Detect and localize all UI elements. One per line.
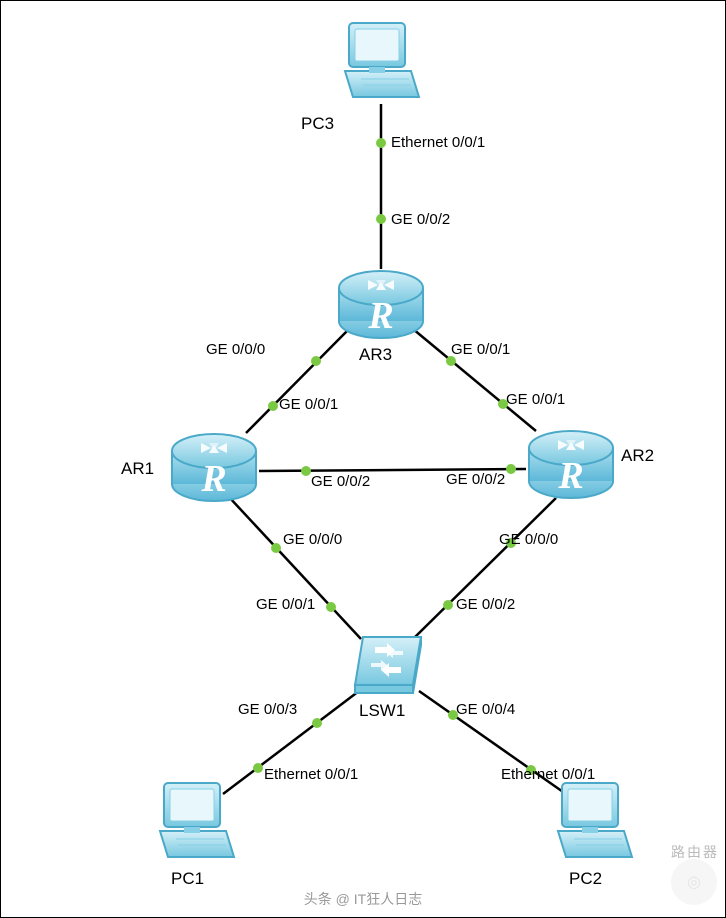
link-ar2-lsw1 <box>413 498 556 639</box>
router-ar1 <box>169 429 259 504</box>
port-label: GE 0/0/1 <box>451 341 510 358</box>
watermark-logo: ◎ <box>671 859 717 905</box>
port-dot <box>506 464 516 474</box>
port-label: GE 0/0/1 <box>506 391 565 408</box>
label-lsw1: LSW1 <box>359 701 405 721</box>
port-label: GE 0/0/2 <box>311 473 370 490</box>
label-pc1: PC1 <box>171 869 204 889</box>
pc-pc3 <box>341 21 421 106</box>
port-dot <box>268 401 278 411</box>
port-label: Ethernet 0/0/1 <box>501 766 595 783</box>
port-dot <box>443 600 453 610</box>
port-label: GE 0/0/2 <box>456 596 515 613</box>
pc-pc1 <box>156 781 236 866</box>
port-label: GE 0/0/0 <box>206 341 265 358</box>
port-label: GE 0/0/1 <box>279 396 338 413</box>
port-label: Ethernet 0/0/1 <box>264 766 358 783</box>
router-ar2 <box>526 426 616 501</box>
port-dot <box>376 138 386 148</box>
port-label: GE 0/0/2 <box>391 211 450 228</box>
label-pc2: PC2 <box>569 869 602 889</box>
port-label: GE 0/0/1 <box>256 596 315 613</box>
port-label: GE 0/0/0 <box>499 531 558 548</box>
switch-lsw1 <box>353 635 423 695</box>
router-ar3 <box>336 266 426 341</box>
port-dot <box>301 466 311 476</box>
port-dot <box>312 718 322 728</box>
label-ar3: AR3 <box>359 345 392 365</box>
port-dot <box>326 602 336 612</box>
port-dot <box>376 214 386 224</box>
port-dot <box>311 356 321 366</box>
watermark-bottom: 头条 @ IT狂人日志 <box>304 889 422 909</box>
port-label: Ethernet 0/0/1 <box>391 134 485 151</box>
link-ar1-lsw1 <box>229 497 361 639</box>
port-label: GE 0/0/0 <box>283 531 342 548</box>
label-ar2: AR2 <box>621 446 654 466</box>
port-dot <box>271 543 281 553</box>
port-label: GE 0/0/4 <box>456 701 515 718</box>
port-label: GE 0/0/2 <box>446 471 505 488</box>
label-ar1: AR1 <box>121 459 154 479</box>
diagram-canvas: Ethernet 0/0/1 GE 0/0/2 GE 0/0/0 GE 0/0/1 GE… <box>0 0 726 918</box>
pc-pc2 <box>554 781 634 866</box>
port-dot <box>253 763 263 773</box>
port-label: GE 0/0/3 <box>238 701 297 718</box>
label-pc3: PC3 <box>301 114 334 134</box>
